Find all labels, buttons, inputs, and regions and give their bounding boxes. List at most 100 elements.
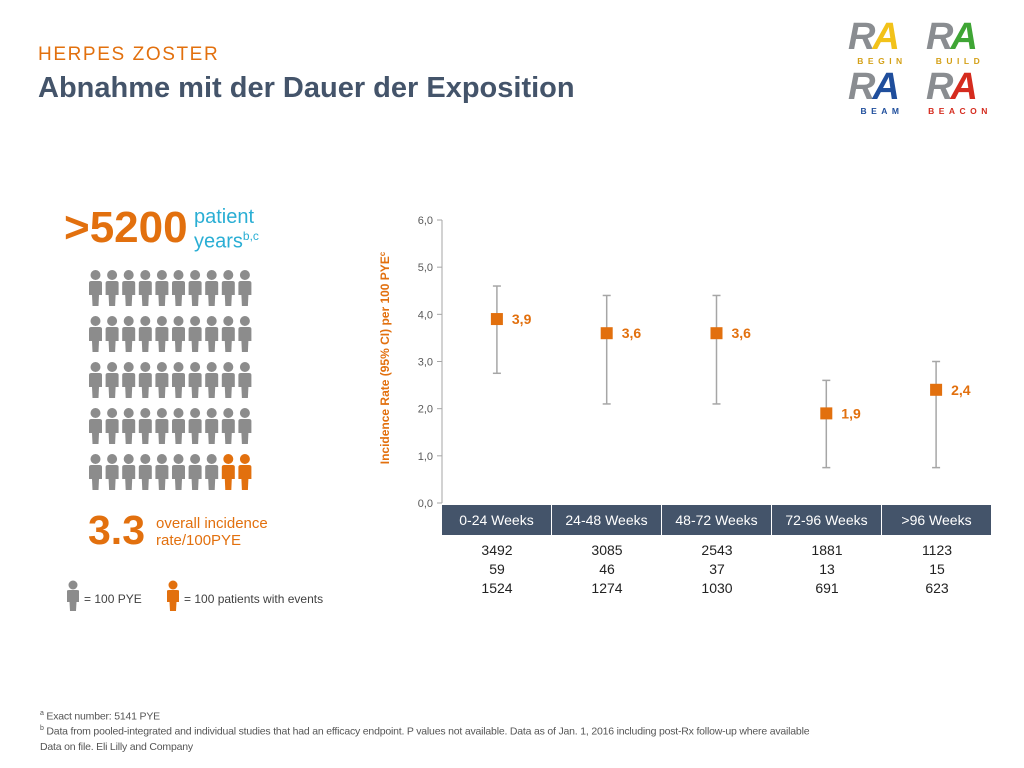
person-icon-grey [188,362,202,398]
person-icon-grey [122,454,136,490]
category-96-plus: >96 Weeks [901,512,972,528]
y-axis-label-text: Incidence Rate (95% CI) per 100 PYE [378,256,392,464]
n-pye: 3492 [481,542,513,558]
person-icon-grey [238,316,252,352]
person-icon-grey [205,316,219,352]
person-icon-grey [221,316,235,352]
page-title: Abnahme mit der Dauer der Exposition [38,72,575,104]
category-bar: 0-24 Weeks 24-48 Weeks 48-72 Weeks 72-96… [442,505,991,535]
incidence-value: 3.3 [88,507,145,553]
person-icon-grey [155,408,169,444]
people-pictogram [89,270,252,490]
data-point [930,383,943,396]
person-icon-grey [172,362,185,398]
y-tick-label: 5,0 [418,262,433,274]
ra-mark-beam: RA [848,66,900,108]
person-icon-grey [105,270,119,306]
person-icon-grey [138,362,152,398]
category-48-72: 48-72 Weeks [662,505,772,535]
person-icon-grey [172,316,185,352]
person-icon-grey [89,316,102,352]
n-pye: 3085 [591,542,623,558]
n-column-5: 1123 15 623 [882,541,992,598]
n-patients: 1524 [481,580,513,596]
person-icon-grey [205,270,219,306]
person-icon-grey [188,270,202,306]
y-tick-label: 4,0 [418,309,433,321]
n-column-2: 3085 46 1274 [552,541,662,598]
person-icon-grey [155,454,169,490]
person-icon-grey [138,454,152,490]
person-icon-grey [89,408,102,444]
exposure-label: patient yearsb,c [194,206,259,252]
y-tick-label: 2,0 [418,404,433,416]
n-patients: 691 [815,580,839,596]
person-icon-grey-legend [67,580,79,611]
data-label: 3,6 [622,325,642,341]
n-pye: 1123 [921,542,953,558]
person-icon-grey [122,270,136,306]
n-patients: 1274 [591,580,623,596]
footnote-b-mark: b [40,725,44,732]
logo-begin: RA BEGIN [848,18,916,66]
n-pye: 2543 [701,542,733,558]
y-tick-label: 0,0 [418,498,433,510]
data-label: 3,6 [732,325,752,341]
n-events: 15 [929,561,945,577]
logo-build: RA BUILD [926,18,994,66]
person-icon-grey [205,454,219,490]
n-pye: 1881 [811,542,843,558]
person-icon-grey [205,408,219,444]
person-icon-grey [155,270,169,306]
person-icon-grey [122,362,136,398]
person-icon-grey [138,408,152,444]
logo-word-begin: BEGIN [857,56,907,66]
person-icon-grey [155,316,169,352]
logo-beam: RA BEAM [848,68,916,116]
y-tick-label: 1,0 [418,451,433,463]
data-point [490,313,503,326]
person-icon-orange [221,454,235,490]
person-icon-grey [238,362,252,398]
legend-grey-label: = 100 PYE [84,592,142,606]
person-icon-grey [138,316,152,352]
person-icon-grey [122,408,136,444]
person-icon-grey [105,454,119,490]
data-point [820,407,833,420]
footnote-source: Data on file. Eli Lilly and Company [40,741,193,753]
footnote-a: a Exact number: 5141 PYE [40,710,160,723]
legend-orange-label: = 100 patients with events [184,592,324,606]
person-icon-grey [89,362,102,398]
category-72-96: 72-96 Weeks [772,505,882,535]
exposure-label-line1: patient [194,206,255,228]
n-column-3: 2543 37 1030 [662,541,772,598]
footnote-a-text: Exact number: 5141 PYE [43,710,160,723]
ra-mark-build: RA [926,16,978,58]
y-tick-label: 3,0 [418,357,433,369]
data-label: 1,9 [841,405,861,421]
exposure-label-line2: yearsb,c [194,227,259,252]
person-icon-grey [238,270,252,306]
data-point [600,327,613,340]
exposure-label-sup: b,c [242,229,259,243]
person-icon-grey [105,408,119,444]
incidence-label-line1: overall incidence [156,515,268,532]
person-icon-grey [221,270,235,306]
data-label: 2,4 [951,382,971,398]
n-column-1: 3492 59 1524 [442,541,552,598]
person-icon-grey [138,270,152,306]
person-icon-grey [188,454,202,490]
incidence-chart: 0,0 1,0 2,0 3,0 4,0 5,0 6,0 3,9 3,6 3,6 1,9 2,4 In… [378,215,971,510]
section-kicker: HERPES ZOSTER [38,44,220,65]
person-icon-grey [188,316,202,352]
y-tick-label: 6,0 [418,215,433,227]
ra-mark-begin: RA [848,16,900,58]
person-icon-grey [238,408,252,444]
n-events: 13 [819,561,835,577]
incidence-label-line2: rate/100PYE [156,532,242,549]
incidence-label: overall incidence rate/100PYE [156,515,268,549]
category-0-24: 0-24 Weeks [442,505,552,535]
exposure-value: >5200 [64,203,188,252]
footnote-b: b Data from pooled-integrated and indivi… [40,725,810,738]
footnote-a-mark: a [40,710,44,717]
